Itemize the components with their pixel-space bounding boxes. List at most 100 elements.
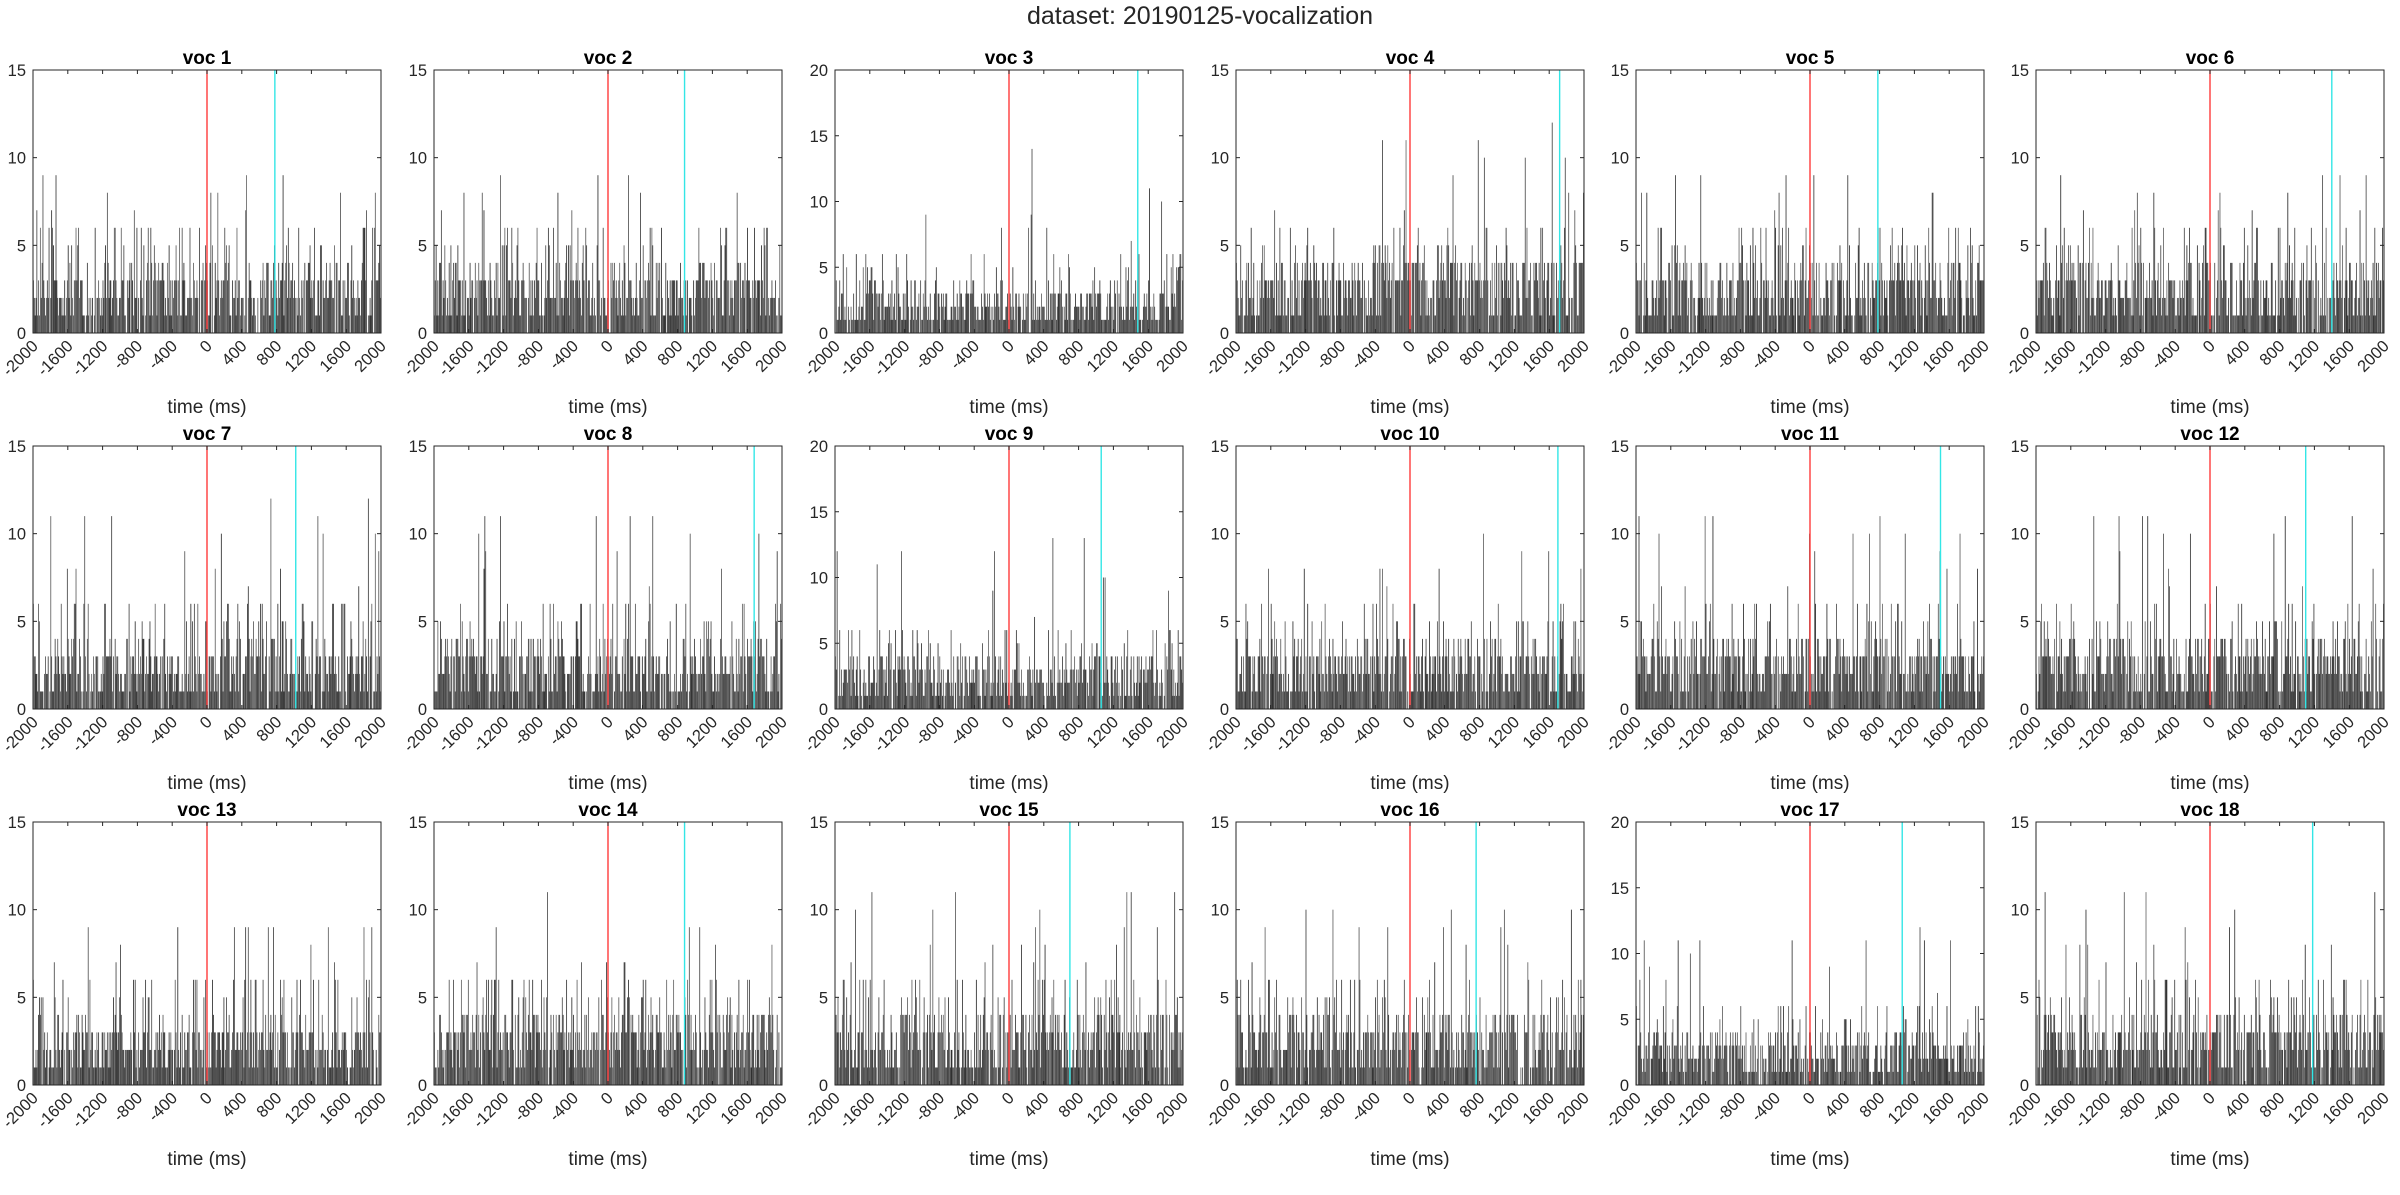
histogram-bar [561,298,562,333]
histogram-bar [992,696,993,709]
histogram-bar [1246,639,1247,709]
histogram-bar [945,294,946,333]
histogram-bar [1507,674,1508,709]
histogram-bar [1504,691,1505,709]
histogram-bar [359,298,360,333]
histogram-bar [1713,639,1714,709]
histogram-bar [692,656,693,709]
histogram-bar [858,320,859,333]
histogram-bar [1698,674,1699,709]
histogram-bar [450,691,451,709]
histogram-bar [1753,228,1754,333]
histogram-bar [732,656,733,709]
histogram-bar [1791,280,1792,333]
histogram-bar [1814,280,1815,333]
histogram-bar [594,298,595,333]
histogram-bar [349,315,350,333]
histogram-bar [705,691,706,709]
histogram-bar [276,656,277,709]
histogram-bar [1310,263,1311,333]
histogram-bar [210,691,211,709]
histogram-bar [1942,674,1943,709]
histogram-bar [532,691,533,709]
histogram-bar [1093,696,1094,709]
histogram-bar [2292,263,2293,333]
histogram-bar [84,315,85,333]
histogram-bar [1921,280,1922,333]
histogram-bar [191,691,192,709]
histogram-bar [220,298,221,333]
histogram-bar [1162,294,1163,333]
histogram-bar [2180,298,2181,333]
histogram-bar [2358,298,2359,333]
histogram-bar [1452,656,1453,709]
histogram-bar [2161,315,2162,333]
histogram-bar [222,298,223,333]
histogram-bar [135,298,136,333]
histogram-bar [1340,674,1341,709]
histogram-bar [95,228,96,333]
histogram-bar [2258,656,2259,709]
histogram-bar [2064,656,2065,709]
histogram-bar [1061,683,1062,709]
histogram-bar [1374,263,1375,333]
histogram-bar [2252,210,2253,333]
histogram-bar [919,294,920,333]
histogram-bar [1575,245,1576,333]
histogram-bar [625,263,626,333]
histogram-bar [2090,315,2091,333]
histogram-bar [1376,604,1377,709]
x-tick-label: 400 [1821,337,1853,369]
x-tick-label: 0 [1800,337,1819,356]
histogram-bar [285,263,286,333]
histogram-bar [1837,263,1838,333]
histogram-bar [292,674,293,709]
histogram-bar [454,656,455,709]
histogram-bar [1893,656,1894,709]
histogram-bar [838,320,839,333]
histogram-bar [653,656,654,709]
histogram-bar [885,670,886,709]
histogram-bar [1705,263,1706,333]
histogram-bar [1749,315,1750,333]
histogram-bar [1545,674,1546,709]
histogram-bar [101,674,102,709]
histogram-bar [332,604,333,709]
histogram-bar [460,604,461,709]
histogram-bar [2313,280,2314,333]
histogram-bar [936,696,937,709]
histogram-bar [1788,674,1789,709]
histogram-bar [1271,280,1272,333]
histogram-bar [2162,656,2163,709]
x-tick-label: -800 [110,337,146,373]
histogram-bar [1794,263,1795,333]
histogram-bar [852,320,853,333]
histogram-bar [1776,639,1777,709]
histogram-bar [2323,315,2324,333]
histogram-bar [604,298,605,333]
histogram-bar [932,696,933,709]
histogram-bar [1246,604,1247,709]
histogram-bar [889,307,890,333]
x-tick-label: -400 [145,337,181,373]
histogram-bar [690,298,691,333]
histogram-bar [999,656,1000,709]
histogram-bar [1080,294,1081,333]
histogram-bar [76,228,77,333]
histogram-bar [1490,621,1491,709]
histogram-bar [1146,294,1147,333]
histogram-bar [1843,639,1844,709]
histogram-bar [870,280,871,333]
histogram-bar [2105,674,2106,709]
histogram-bar [558,621,559,709]
histogram-bar [1527,656,1528,709]
histogram-bar [2059,656,2060,709]
histogram-bar [2124,656,2125,709]
histogram-bar [35,315,36,333]
histogram-bar [1302,263,1303,333]
histogram-bar [1291,691,1292,709]
histogram-bar [1099,294,1100,333]
histogram-bar [1734,298,1735,333]
